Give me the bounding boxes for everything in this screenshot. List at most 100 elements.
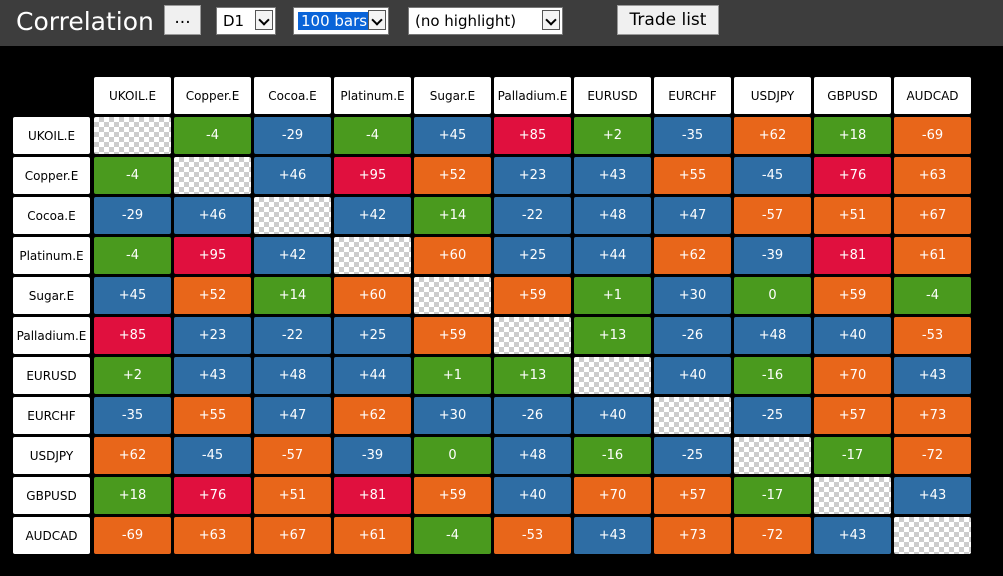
correlation-cell: -53 — [494, 517, 571, 554]
correlation-cell: -4 — [94, 157, 171, 194]
correlation-cell: -17 — [814, 437, 891, 474]
correlation-cell: +52 — [414, 157, 491, 194]
correlation-cell: +2 — [94, 357, 171, 394]
menu-button[interactable]: ... — [164, 5, 201, 35]
correlation-cell: +62 — [334, 397, 411, 434]
correlation-cell: -22 — [254, 317, 331, 354]
correlation-cell: +43 — [574, 157, 651, 194]
correlation-cell: +63 — [894, 157, 971, 194]
column-header: Platinum.E — [334, 77, 411, 114]
correlation-cell: +81 — [334, 477, 411, 514]
correlation-cell: +14 — [254, 277, 331, 314]
empty-cell — [574, 357, 651, 394]
correlation-cell: +63 — [174, 517, 251, 554]
correlation-cell: +62 — [94, 437, 171, 474]
correlation-cell: +81 — [814, 237, 891, 274]
correlation-cell: +25 — [334, 317, 411, 354]
correlation-cell: -29 — [94, 197, 171, 234]
correlation-cell: +40 — [814, 317, 891, 354]
correlation-cell: +30 — [654, 277, 731, 314]
correlation-cell: +13 — [574, 317, 651, 354]
correlation-cell: +18 — [94, 477, 171, 514]
row-header: USDJPY — [13, 437, 90, 474]
correlation-cell: +45 — [94, 277, 171, 314]
row-header: Sugar.E — [13, 277, 90, 314]
empty-cell — [494, 317, 571, 354]
correlation-cell: +59 — [494, 277, 571, 314]
correlation-cell: +23 — [174, 317, 251, 354]
highlight-select[interactable]: (no highlight) — [408, 7, 563, 35]
correlation-cell: +46 — [174, 197, 251, 234]
correlation-cell: +43 — [894, 477, 971, 514]
correlation-cell: -4 — [334, 117, 411, 154]
empty-cell — [94, 117, 171, 154]
empty-cell — [174, 157, 251, 194]
column-header: GBPUSD — [814, 77, 891, 114]
correlation-cell: +2 — [574, 117, 651, 154]
correlation-cell: +85 — [494, 117, 571, 154]
correlation-cell: -69 — [894, 117, 971, 154]
empty-cell — [414, 277, 491, 314]
row-header: GBPUSD — [13, 477, 90, 514]
correlation-cell: -45 — [174, 437, 251, 474]
correlation-cell: +59 — [814, 277, 891, 314]
correlation-cell: +95 — [334, 157, 411, 194]
empty-cell — [734, 437, 811, 474]
correlation-cell: -72 — [734, 517, 811, 554]
column-header: Sugar.E — [414, 77, 491, 114]
correlation-cell: +85 — [94, 317, 171, 354]
correlation-cell: 0 — [734, 277, 811, 314]
correlation-cell: +60 — [334, 277, 411, 314]
correlation-cell: +59 — [414, 477, 491, 514]
correlation-cell: -29 — [254, 117, 331, 154]
correlation-cell: +47 — [254, 397, 331, 434]
bars-select[interactable]: 100 bars — [293, 7, 389, 35]
correlation-cell: +73 — [654, 517, 731, 554]
trade-list-button[interactable]: Trade list — [617, 5, 719, 35]
correlation-cell: +62 — [734, 117, 811, 154]
correlation-cell: +43 — [174, 357, 251, 394]
empty-cell — [254, 197, 331, 234]
title: Correlation — [16, 7, 154, 36]
correlation-cell: -35 — [654, 117, 731, 154]
correlation-cell: +52 — [174, 277, 251, 314]
correlation-cell: -16 — [734, 357, 811, 394]
row-header: EURCHF — [13, 397, 90, 434]
column-header: UKOIL.E — [94, 77, 171, 114]
row-header: Platinum.E — [13, 237, 90, 274]
correlation-cell: 0 — [414, 437, 491, 474]
correlation-cell: -39 — [334, 437, 411, 474]
correlation-cell: -72 — [894, 437, 971, 474]
correlation-cell: +76 — [174, 477, 251, 514]
dropdown-arrow — [255, 10, 273, 30]
correlation-cell: +48 — [574, 197, 651, 234]
bars-value: 100 bars — [298, 12, 371, 30]
empty-cell — [654, 397, 731, 434]
correlation-cell: +47 — [654, 197, 731, 234]
empty-cell — [334, 237, 411, 274]
correlation-cell: +67 — [894, 197, 971, 234]
highlight-value: (no highlight) — [415, 12, 517, 30]
correlation-cell: -4 — [414, 517, 491, 554]
correlation-cell: +43 — [574, 517, 651, 554]
correlation-cell: +40 — [654, 357, 731, 394]
correlation-cell: -22 — [494, 197, 571, 234]
timeframe-select[interactable]: D1 — [216, 7, 276, 35]
correlation-cell: +55 — [174, 397, 251, 434]
correlation-cell: +48 — [494, 437, 571, 474]
correlation-cell: +40 — [574, 397, 651, 434]
correlation-cell: +57 — [814, 397, 891, 434]
correlation-cell: -25 — [734, 397, 811, 434]
correlation-cell: -26 — [494, 397, 571, 434]
correlation-cell: +76 — [814, 157, 891, 194]
timeframe-value: D1 — [223, 12, 245, 30]
correlation-cell: +51 — [814, 197, 891, 234]
correlation-cell: -57 — [254, 437, 331, 474]
correlation-cell: +48 — [734, 317, 811, 354]
correlation-cell: +1 — [414, 357, 491, 394]
correlation-cell: +1 — [574, 277, 651, 314]
correlation-cell: +40 — [494, 477, 571, 514]
correlation-cell: +25 — [494, 237, 571, 274]
correlation-cell: +23 — [494, 157, 571, 194]
